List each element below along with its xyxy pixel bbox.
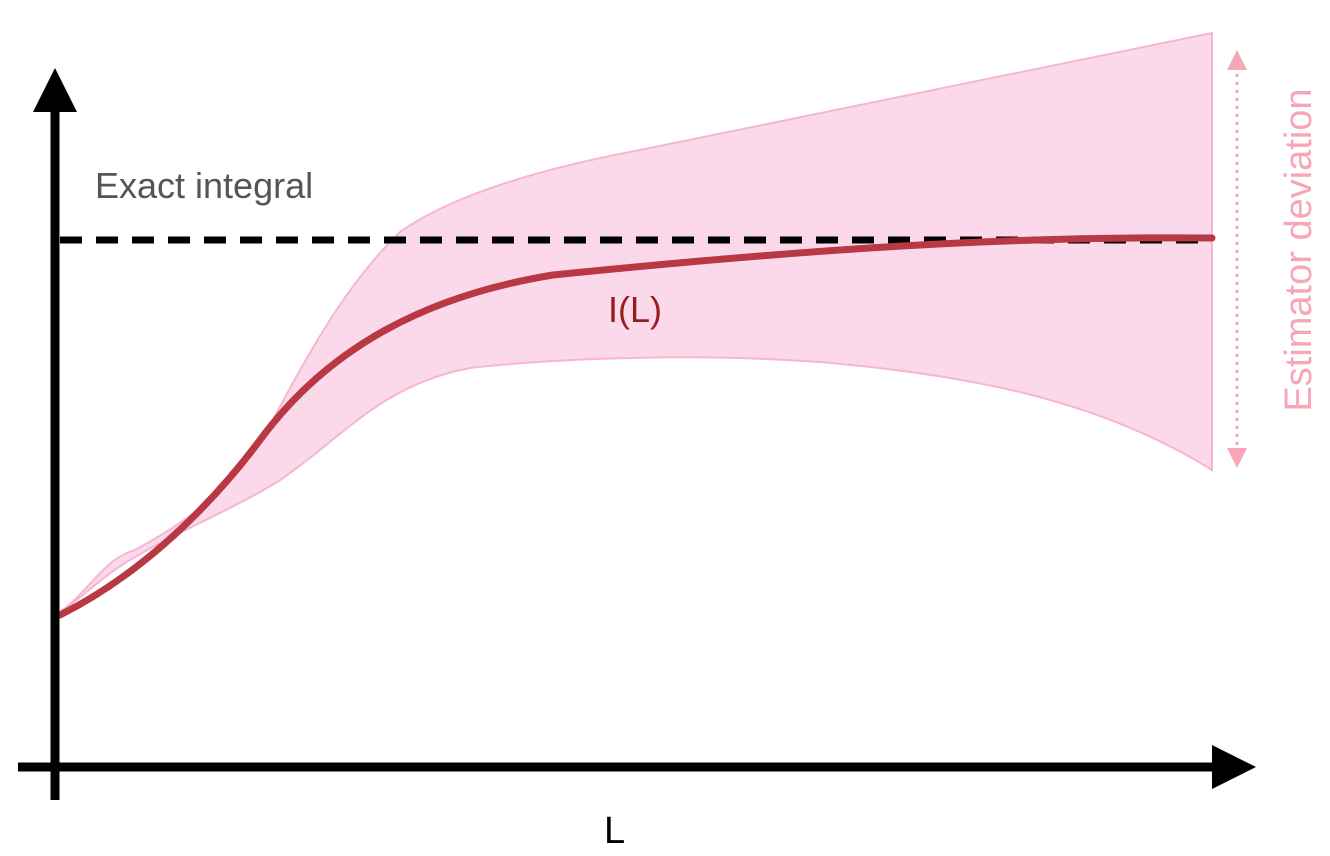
deviation-arrow-down-icon xyxy=(1227,448,1247,468)
x-axis-label: L xyxy=(604,810,625,852)
deviation-arrow-up-icon xyxy=(1227,50,1247,70)
y-axis-arrowhead xyxy=(33,68,77,112)
curve-label: I(L) xyxy=(608,289,662,330)
exact-integral-label: Exact integral xyxy=(95,165,313,206)
estimator-curve xyxy=(56,234,1216,619)
x-axis-arrowhead xyxy=(1212,745,1256,789)
estimator-deviation-label: Estimator deviation xyxy=(1278,88,1320,411)
